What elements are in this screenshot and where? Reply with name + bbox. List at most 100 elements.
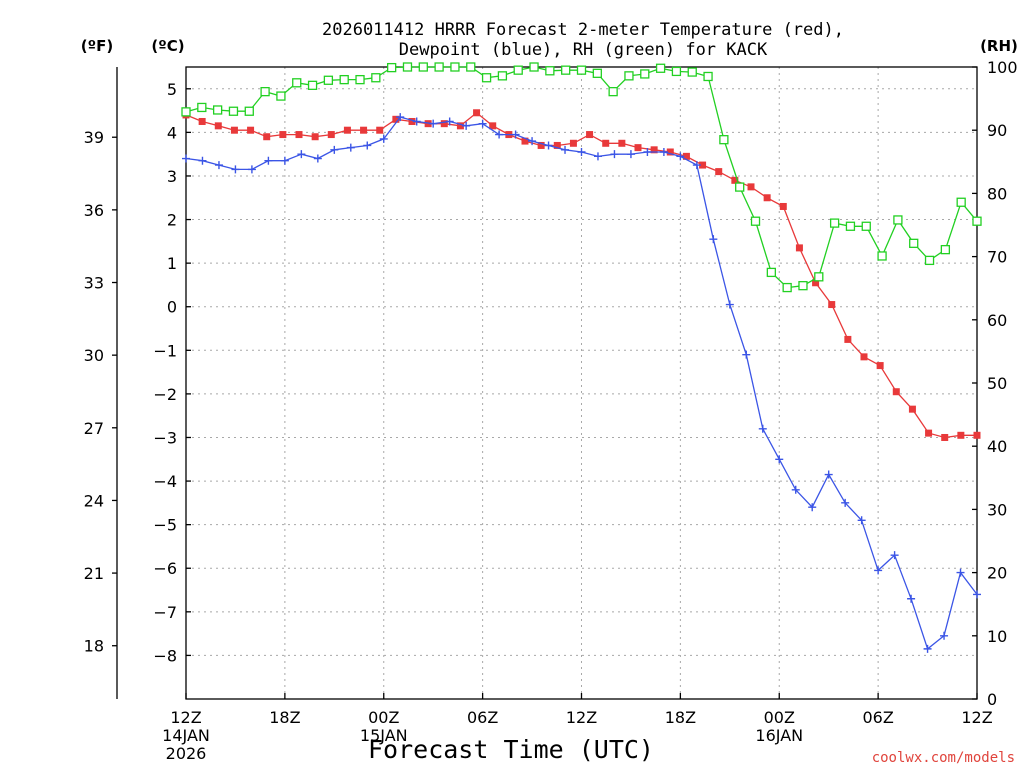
rh-point bbox=[244, 106, 254, 116]
rh-point bbox=[450, 62, 460, 72]
dewpoint-point bbox=[659, 147, 668, 156]
rh-point bbox=[402, 62, 413, 72]
fahrenheit-tick-label: 18 bbox=[84, 637, 104, 656]
rh-point bbox=[655, 63, 666, 73]
dewpoint-point bbox=[577, 147, 586, 156]
dewpoint-point bbox=[643, 147, 652, 156]
temperature-point bbox=[360, 126, 368, 134]
dewpoint-point bbox=[478, 119, 487, 128]
rh-point bbox=[197, 102, 207, 113]
rh-tick-label: 100 bbox=[987, 58, 1018, 77]
celsius-tick-label: −3 bbox=[153, 428, 177, 447]
dewpoint-point bbox=[247, 165, 256, 174]
rh-point bbox=[719, 135, 729, 145]
rh-point bbox=[877, 251, 887, 261]
dewpoint-point bbox=[528, 137, 537, 146]
fahrenheit-tick-label: 33 bbox=[84, 274, 104, 293]
temperature-point bbox=[634, 144, 642, 152]
celsius-tick-label: 1 bbox=[167, 254, 177, 273]
dewpoint-point bbox=[808, 503, 817, 512]
temperature-point bbox=[860, 353, 868, 361]
series-layer bbox=[181, 62, 982, 653]
x-tick-label: 18Z bbox=[269, 708, 300, 727]
rh-point bbox=[371, 73, 381, 83]
rh-point bbox=[814, 272, 824, 282]
celsius-tick-label: 5 bbox=[167, 80, 177, 99]
fahrenheit-tick-label: 36 bbox=[84, 201, 104, 220]
celsius-tick-label: −5 bbox=[153, 516, 177, 535]
dewpoint-point bbox=[182, 154, 190, 163]
celsius-tick-label: 0 bbox=[167, 298, 177, 317]
series-line-temperature bbox=[185, 111, 977, 439]
rh-point bbox=[640, 69, 650, 79]
celsius-tick-label: −1 bbox=[153, 341, 177, 360]
temperature-point bbox=[456, 122, 464, 130]
dewpoint-point bbox=[231, 165, 240, 174]
dewpoint-point bbox=[725, 300, 734, 309]
rh-tick-label: 20 bbox=[987, 564, 1007, 583]
dewpoint-point bbox=[346, 143, 355, 152]
dewpoint-point bbox=[379, 134, 388, 143]
temperature-point bbox=[892, 388, 900, 396]
rh-point bbox=[339, 74, 349, 85]
rh-point bbox=[387, 62, 397, 73]
rh-point bbox=[893, 215, 903, 225]
celsius-tick-label: −7 bbox=[153, 603, 177, 622]
rh-point bbox=[561, 65, 571, 75]
rh-tick-label: 10 bbox=[987, 627, 1007, 646]
dewpoint-point bbox=[857, 516, 866, 525]
rh-unit-label: (RH) bbox=[980, 37, 1018, 55]
dewpoint-point bbox=[973, 590, 981, 599]
rh-tick-label: 70 bbox=[987, 248, 1007, 267]
dewpoint-point bbox=[330, 145, 339, 154]
temperature-point bbox=[537, 141, 545, 149]
dewpoint-point bbox=[412, 117, 421, 126]
rh-tick-label: 0 bbox=[987, 690, 997, 709]
dewpoint-point bbox=[264, 156, 273, 165]
x-tick-label: 12Z bbox=[566, 708, 597, 727]
rh-point bbox=[671, 66, 682, 77]
dewpoint-point bbox=[907, 594, 916, 603]
temperature-point bbox=[763, 194, 771, 202]
rh-point bbox=[940, 244, 951, 255]
dewpoint-point bbox=[841, 498, 850, 507]
temperature-point bbox=[699, 161, 707, 169]
rh-tick-label: 90 bbox=[987, 121, 1007, 140]
rh-point bbox=[798, 281, 808, 291]
dewpoint-point bbox=[511, 130, 520, 139]
rh-point bbox=[829, 218, 840, 228]
x-tick-label: 18Z bbox=[665, 708, 696, 727]
rh-point bbox=[355, 74, 365, 85]
rh-point bbox=[545, 66, 555, 76]
temperature-point bbox=[973, 431, 981, 439]
x-date-label: 16JAN bbox=[755, 726, 803, 745]
temperature-point bbox=[473, 109, 481, 117]
temperature-point bbox=[521, 137, 529, 145]
temperature-point bbox=[941, 433, 949, 441]
rh-point bbox=[782, 282, 792, 293]
temperature-point bbox=[230, 126, 238, 134]
celsius-unit-label: (ºC) bbox=[151, 37, 184, 55]
dewpoint-point bbox=[742, 350, 751, 359]
rh-point bbox=[181, 107, 191, 117]
dewpoint-point bbox=[445, 117, 454, 126]
temperature-point bbox=[311, 133, 319, 141]
temperature-point bbox=[553, 141, 561, 149]
dewpoint-point bbox=[824, 470, 833, 479]
rh-point bbox=[576, 65, 587, 75]
celsius-tick-label: −2 bbox=[153, 385, 177, 404]
celsius-tick-label: −4 bbox=[153, 472, 177, 491]
temperature-point bbox=[618, 139, 626, 147]
temperature-point bbox=[876, 362, 884, 370]
rh-point bbox=[750, 216, 761, 226]
fahrenheit-tick-label: 30 bbox=[84, 346, 104, 365]
rh-point bbox=[735, 182, 745, 192]
dewpoint-point bbox=[396, 113, 405, 122]
rh-point bbox=[924, 255, 935, 266]
dewpoint-point bbox=[544, 141, 553, 150]
dewpoint-point bbox=[775, 455, 784, 464]
rh-point bbox=[861, 221, 871, 231]
rh-point bbox=[513, 65, 523, 75]
series-temperature bbox=[182, 109, 981, 441]
fahrenheit-tick-label: 27 bbox=[84, 419, 104, 438]
